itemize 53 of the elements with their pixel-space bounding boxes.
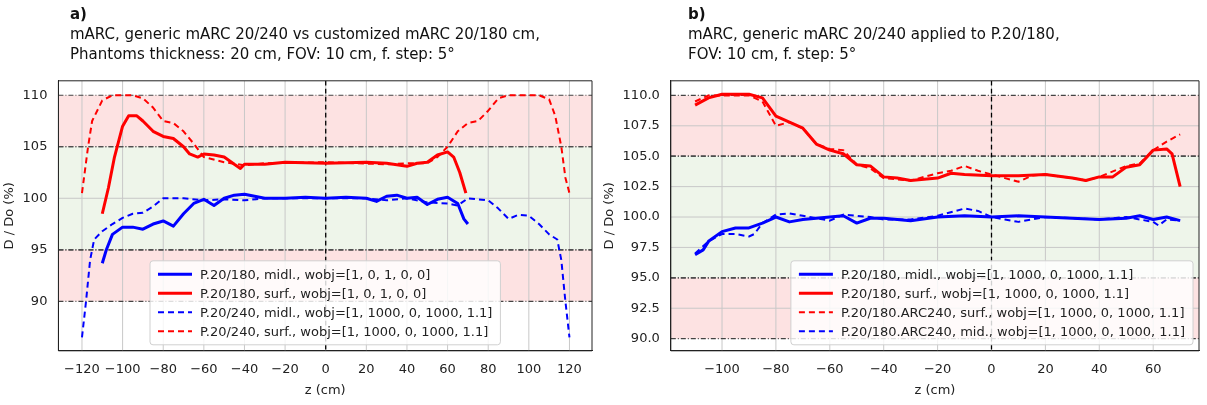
x-tick-label: −100: [104, 360, 141, 376]
y-tick-label: 107.5: [622, 117, 660, 133]
x-tick-label: −120: [64, 360, 100, 376]
x-tick-label: −40: [230, 360, 259, 376]
y-tick-label: 92.5: [630, 299, 660, 315]
line-series: [80, 197, 571, 339]
y-axis-title: D / Do (%): [601, 182, 617, 250]
legend-label: P.20/240, surf., wobj=[1, 1000, 0, 1000, 1.1]: [200, 323, 489, 339]
chart-title: b): [688, 4, 707, 24]
x-tick-label: 40: [398, 360, 416, 376]
x-tick-label: −100: [704, 360, 740, 376]
legend-label: P.20/180, midl., wobj=[1, 0, 1, 0, 0]: [200, 266, 431, 282]
x-tick-label: 0: [321, 360, 330, 376]
chart-title: a): [70, 4, 88, 24]
x-tick-label: 20: [1037, 360, 1054, 376]
legend-label: P.20/180.ARC240, mid., wobj=[1, 1000, 0, 1000, 1.1]: [840, 323, 1186, 339]
chart-subtitle: mARC, generic mARC 20/240 applied to P.20/180, FOV: 10 cm, f. step: 5°: [688, 24, 1061, 64]
chart-subtitle: mARC, generic mARC 20/240 vs customized mARC 20/180 cm, Phantoms thickness: 20 cm, FOV: 10 cm, f. step: 5°: [70, 24, 541, 64]
x-tick-label: −80: [149, 360, 177, 376]
y-tick-label: 102.5: [622, 177, 660, 193]
y-tick-label: 97.5: [630, 238, 660, 254]
y-tick-label: 90: [30, 292, 48, 308]
x-tick-label: −60: [190, 360, 218, 376]
x-tick-label: 40: [1091, 360, 1108, 376]
y-axis-title: D / Do (%): [1, 182, 17, 250]
legend-label: P.20/180, midl., wobj=[1, 1000, 0, 1000, 1.1]: [840, 266, 1134, 282]
x-tick-label: 80: [479, 360, 497, 376]
x-tick-label: −60: [816, 360, 844, 376]
x-axis-title: z (cm): [304, 381, 346, 397]
legend-label: P.20/180, surf., wobj=[1, 1000, 0, 1000, 1.1]: [840, 285, 1130, 301]
y-tick-label: 90.0: [630, 330, 660, 346]
y-tick-label: 110.0: [622, 86, 660, 102]
x-tick-label: −40: [869, 360, 898, 376]
y-tick-label: 105: [22, 138, 48, 154]
x-tick-label: 60: [1144, 360, 1162, 376]
x-axis-title: z (cm): [914, 381, 956, 397]
legend-label: P.20/240, midl., wobj=[1, 1000, 0, 1000, 1.1]: [200, 304, 493, 320]
y-tick-label: 100: [22, 189, 48, 205]
legend-label: P.20/180, surf., wobj=[1, 0, 1, 0, 0]: [200, 285, 427, 301]
y-tick-label: 95: [30, 241, 48, 257]
x-tick-label: 120: [557, 360, 582, 376]
x-tick-label: −20: [923, 360, 952, 376]
y-tick-label: 95.0: [630, 269, 660, 285]
y-tick-label: 110: [22, 86, 48, 102]
x-tick-label: 20: [358, 360, 375, 376]
x-tick-label: 0: [987, 360, 996, 376]
legend-label: P.20/180.ARC240, surf., wobj=[1, 1000, 0, 1000, 1.1]: [840, 304, 1185, 320]
x-tick-label: 60: [439, 360, 456, 376]
x-tick-label: −80: [762, 360, 790, 376]
x-tick-label: 100: [516, 360, 542, 376]
y-tick-label: 100.0: [622, 208, 660, 224]
y-tick-label: 105.0: [622, 147, 660, 163]
x-tick-label: −20: [271, 360, 299, 376]
